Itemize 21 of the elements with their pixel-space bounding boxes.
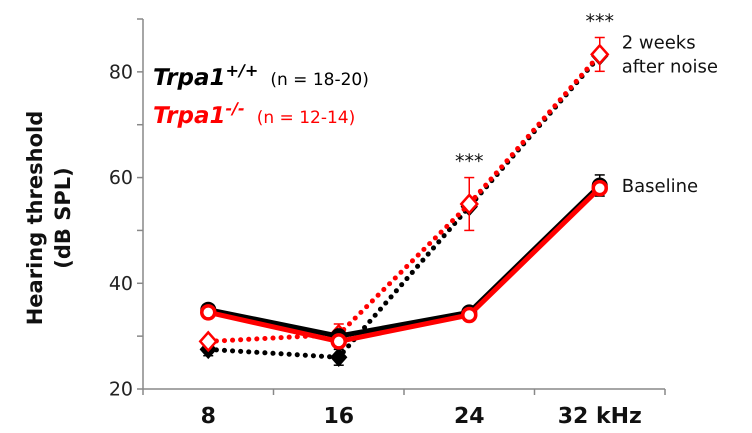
text: Trpa1$^{-/-}$ (n = 12-14): [153, 98, 356, 129]
annotation: Baseline: [622, 176, 698, 197]
y-tick-label: 20: [108, 378, 133, 401]
x-tick-label: 24: [454, 404, 485, 429]
point: [200, 304, 216, 321]
x-tick-label: 16: [323, 404, 354, 429]
x-tick-label: 8: [200, 404, 216, 429]
point: [460, 194, 478, 214]
point: [592, 180, 608, 196]
point: [330, 333, 347, 350]
x-tick-label: 32 kHz: [558, 404, 642, 429]
text: Trpa1$^{+/+}$ (n = 18-20): [153, 60, 369, 91]
y-tick-label: 60: [108, 167, 133, 190]
annotation: 2 weeks after noise: [622, 32, 718, 78]
y-tick-label: 80: [108, 62, 133, 84]
point: [461, 306, 478, 324]
y-tick-label: 40: [108, 272, 133, 295]
point: [199, 331, 218, 352]
annotation: ***: [455, 150, 484, 173]
annotation: ***: [586, 10, 614, 32]
y-axis-title: Hearing threshold (dB SPL): [23, 110, 75, 326]
